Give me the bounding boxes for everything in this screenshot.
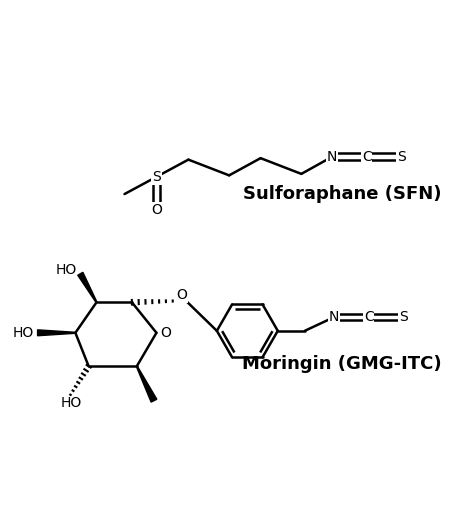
Text: O: O xyxy=(151,203,162,217)
Polygon shape xyxy=(37,330,75,336)
Text: C: C xyxy=(362,150,372,164)
Text: N: N xyxy=(329,310,339,324)
Text: N: N xyxy=(327,150,337,164)
Text: S: S xyxy=(397,150,405,164)
Text: Moringin (GMG-ITC): Moringin (GMG-ITC) xyxy=(242,355,441,373)
Text: O: O xyxy=(176,289,187,303)
Text: HO: HO xyxy=(56,263,77,277)
Polygon shape xyxy=(137,366,157,402)
Text: O: O xyxy=(160,326,171,340)
Text: HO: HO xyxy=(61,396,82,410)
Polygon shape xyxy=(78,272,97,303)
Text: C: C xyxy=(364,310,374,324)
Text: Sulforaphane (SFN): Sulforaphane (SFN) xyxy=(243,185,441,203)
Text: HO: HO xyxy=(12,326,34,340)
Text: S: S xyxy=(152,170,161,184)
Text: S: S xyxy=(399,310,408,324)
